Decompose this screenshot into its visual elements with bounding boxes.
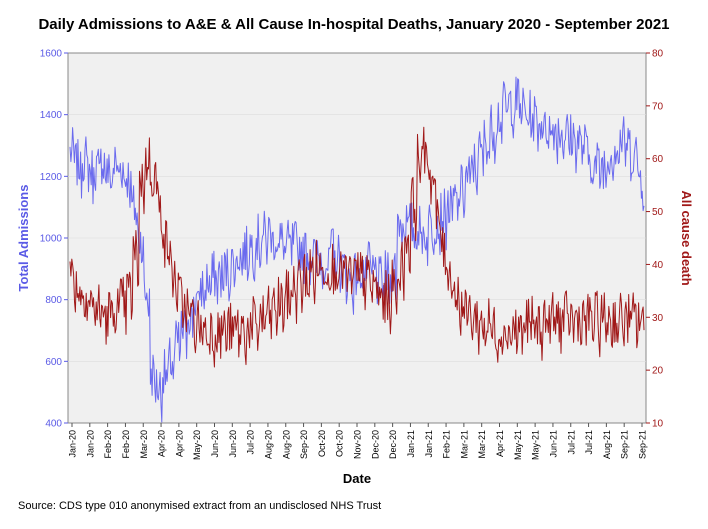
- x-tick-label: Apr-20: [174, 430, 184, 457]
- x-tick-label: May-21: [513, 430, 523, 460]
- y-right-tick-label: 60: [652, 154, 664, 165]
- x-tick-label: Dec-20: [370, 430, 380, 459]
- x-tick-label: Dec-20: [388, 430, 398, 459]
- source-note: Source: CDS type 010 anonymised extract …: [18, 500, 382, 512]
- x-tick-label: May-21: [531, 430, 541, 460]
- x-tick-label: Sep-21: [620, 430, 630, 459]
- x-tick-label: Jan-21: [406, 430, 416, 458]
- x-tick-label: Mar-21: [459, 430, 469, 459]
- y-right-tick-label: 70: [652, 101, 664, 112]
- y-left-tick-label: 1200: [40, 172, 63, 183]
- y-right-tick-label: 80: [652, 49, 664, 60]
- y-right-tick-label: 10: [652, 419, 664, 430]
- x-tick-label: Aug-20: [263, 430, 273, 459]
- x-tick-label: Mar-20: [139, 430, 149, 459]
- x-tick-label: Jan-21: [424, 430, 434, 458]
- y-right-tick-label: 50: [652, 207, 664, 218]
- chart-title: Daily Admissions to A&E & All Cause In-h…: [38, 16, 670, 33]
- y-axis-left-label: Total Admissions: [16, 185, 31, 292]
- x-axis-label: Date: [343, 471, 371, 486]
- x-tick-label: Jan-20: [68, 430, 78, 458]
- x-tick-label: Jul-21: [584, 430, 594, 455]
- x-tick-label: Jun-21: [548, 430, 558, 458]
- x-tick-label: Jul-20: [246, 430, 256, 455]
- x-tick-label: Mar-21: [477, 430, 487, 459]
- x-tick-label: Jun-20: [210, 430, 220, 458]
- x-tick-label: Oct-20: [335, 430, 345, 457]
- x-tick-label: Sep-20: [299, 430, 309, 459]
- x-tick-label: Apr-21: [495, 430, 505, 457]
- x-tick-label: Sep-21: [638, 430, 648, 459]
- y-right-tick-label: 40: [652, 260, 664, 271]
- x-tick-label: Feb-20: [103, 430, 113, 459]
- x-tick-label: Feb-21: [442, 430, 452, 459]
- y-axis-right-label: All cause death: [679, 190, 694, 285]
- series-line-all-cause-death: [69, 126, 645, 368]
- y-left-tick-label: 1000: [40, 234, 63, 245]
- x-tick-label: Apr-20: [157, 430, 167, 457]
- x-tick-label: Feb-20: [121, 430, 131, 459]
- x-tick-label: Jan-20: [85, 430, 95, 458]
- x-tick-label: Jun-20: [228, 430, 238, 458]
- y-left-tick-label: 600: [45, 357, 62, 368]
- x-tick-label: Oct-20: [317, 430, 327, 457]
- y-right-tick-label: 30: [652, 313, 664, 324]
- x-tick-label: Nov-20: [353, 430, 363, 459]
- x-tick-label: Jul-21: [566, 430, 576, 455]
- y-right-tick-label: 20: [652, 366, 664, 377]
- x-tick-label: Aug-21: [602, 430, 612, 459]
- y-left-tick-label: 800: [45, 295, 62, 306]
- x-tick-label: May-20: [192, 430, 202, 460]
- x-tick-label: Aug-20: [281, 430, 291, 459]
- y-left-tick-label: 1400: [40, 110, 63, 121]
- y-left-tick-label: 1600: [40, 49, 63, 60]
- y-left-tick-label: 400: [45, 419, 62, 430]
